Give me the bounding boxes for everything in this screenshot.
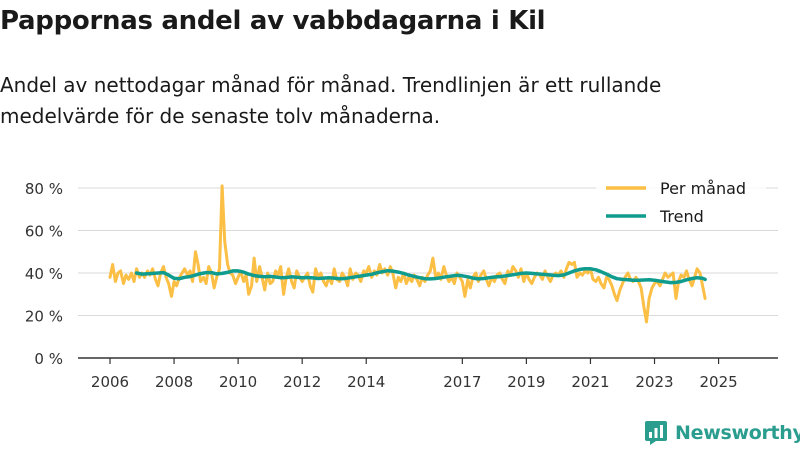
x-tick-label: 2025 — [699, 373, 737, 391]
brand-name: Newsworthy — [675, 422, 800, 444]
x-tick-label: 2006 — [91, 373, 129, 391]
chart-title: Pappornas andel av vabbdagarna i Kil — [0, 6, 546, 36]
y-tick-label: 60 % — [25, 223, 63, 241]
y-tick-label: 0 % — [34, 350, 63, 368]
chart-subtitle: Andel av nettodagar månad för månad. Tre… — [0, 73, 662, 128]
y-tick-label: 40 % — [25, 265, 63, 283]
x-tick-label: 2017 — [443, 373, 481, 391]
legend-label: Trend — [659, 207, 704, 226]
legend-background — [596, 176, 766, 230]
brand-logo[interactable]: Newsworthy — [644, 419, 800, 447]
x-tick-label: 2021 — [571, 373, 609, 391]
legend-label: Per månad — [660, 179, 746, 198]
legend: Per månad Trend — [596, 176, 766, 230]
y-tick-label: 80 % — [25, 180, 63, 198]
x-tick-label: 2012 — [283, 373, 321, 391]
x-tick-label: 2019 — [507, 373, 545, 391]
series-line-per-manad — [108, 184, 707, 324]
bar-chart-logo-icon — [645, 421, 667, 445]
x-tick-label: 2010 — [219, 373, 257, 391]
y-tick-label: 20 % — [25, 308, 63, 326]
x-tick-label: 2008 — [155, 373, 193, 391]
x-tick-label: 2023 — [635, 373, 673, 391]
x-tick-label: 2014 — [347, 373, 385, 391]
series-line-trend — [134, 267, 707, 285]
